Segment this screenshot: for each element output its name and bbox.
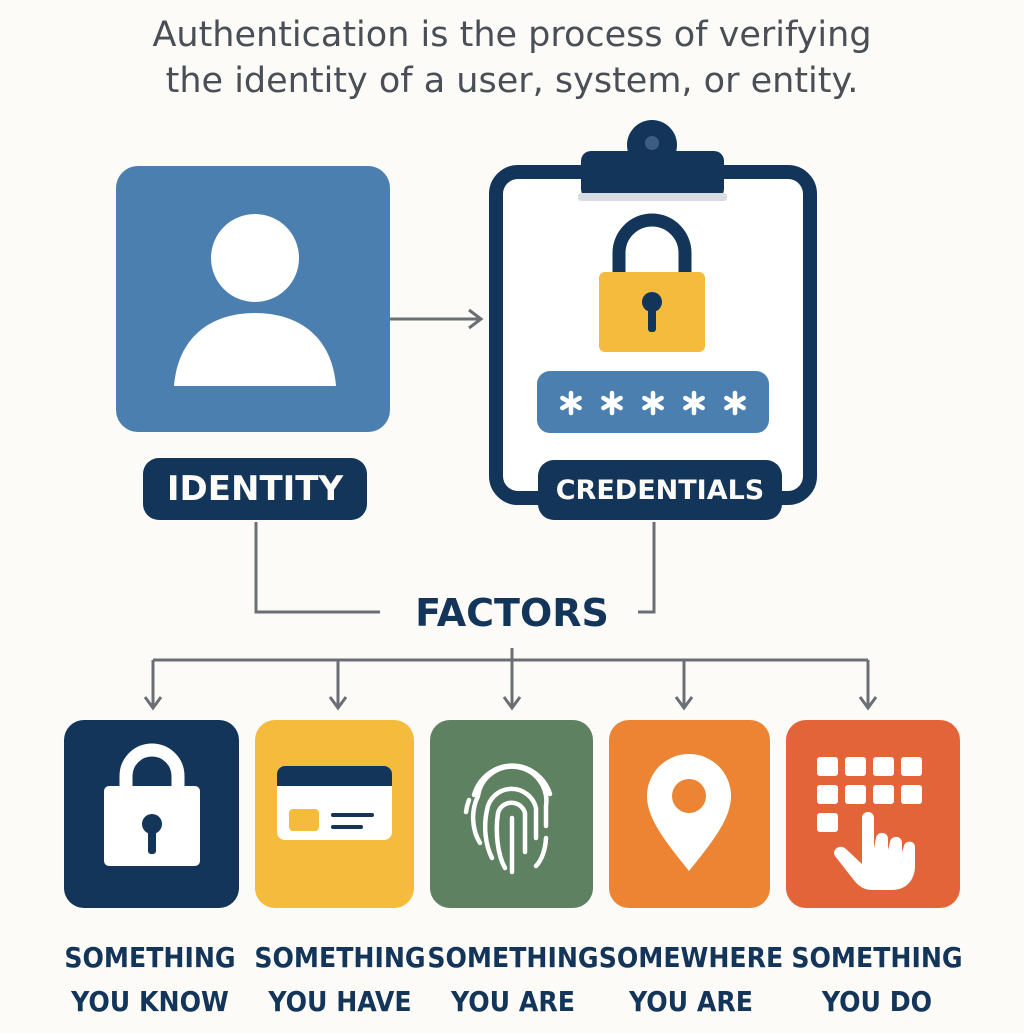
factor-label-line2: YOU KNOW [71, 985, 229, 1018]
identity-label: IDENTITY [143, 458, 367, 520]
down-arrow-icon [858, 660, 878, 711]
keypad-key [873, 785, 894, 804]
padlock-icon [599, 213, 705, 352]
factor-label-line2: YOU ARE [451, 985, 575, 1018]
factor-tile-are [430, 720, 593, 908]
keypad-key [817, 813, 838, 832]
down-arrow-icon [674, 660, 694, 711]
factor-label-line2: YOU HAVE [268, 985, 412, 1018]
factor-label-line2: YOU ARE [629, 985, 753, 1018]
keypad-key [901, 785, 922, 804]
password-star-icon [601, 390, 623, 416]
factor-label-somewhere: SOMEWHERE YOU ARE [596, 936, 786, 1024]
factor-tile-somewhere [609, 720, 770, 908]
keypad-key [817, 757, 838, 776]
factor-label-line1: SOMEWHERE [598, 941, 784, 974]
user-icon [174, 214, 336, 386]
factor-label-are: SOMETHING YOU ARE [418, 936, 608, 1024]
password-field [537, 371, 769, 433]
factor-label-have: SOMETHING YOU HAVE [245, 936, 435, 1024]
down-arrow-icon [328, 660, 348, 711]
down-arrow-icon [143, 660, 163, 711]
identity-card [116, 166, 390, 432]
intro-text: Authentication is the process of verifyi… [0, 12, 1024, 104]
password-star-icon [642, 390, 664, 416]
clipboard-clip [578, 120, 727, 201]
intro-line-2: the identity of a user, system, or entit… [165, 61, 859, 101]
keypad-touch-icon [817, 757, 922, 890]
password-star-icon [724, 390, 746, 416]
padlock-icon [104, 743, 200, 866]
factor-tile-do [786, 720, 960, 908]
intro-line-1: Authentication is the process of verifyi… [152, 15, 872, 55]
factor-label-line2: YOU DO [821, 985, 933, 1018]
down-arrow-icon [502, 660, 522, 711]
location-pin-icon [647, 754, 731, 871]
factor-label-do: SOMETHING YOU DO [782, 936, 972, 1024]
keypad-key [901, 757, 922, 776]
password-star-icon [683, 390, 705, 416]
identity-to-credentials-arrow [390, 308, 484, 330]
factors-distribution-lines [143, 648, 878, 711]
id-card-icon [277, 766, 392, 840]
keypad-key [873, 757, 894, 776]
factor-label-line1: SOMETHING [427, 941, 599, 974]
factor-label-line1: SOMETHING [791, 941, 963, 974]
factor-tile-have [255, 720, 414, 908]
credentials-label: CREDENTIALS [538, 460, 782, 520]
factor-tile-know [64, 720, 239, 908]
factor-label-line1: SOMETHING [254, 941, 426, 974]
keypad-key [845, 785, 866, 804]
fingerprint-icon [463, 763, 553, 875]
password-mask [560, 390, 746, 416]
credentials-clipboard [489, 120, 817, 505]
factor-label-line1: SOMETHING [64, 941, 236, 974]
keypad-key [845, 757, 866, 776]
factors-connector [254, 522, 656, 614]
factor-label-know: SOMETHING YOU KNOW [55, 936, 245, 1024]
keypad-key [817, 785, 838, 804]
password-star-icon [560, 390, 582, 416]
factors-title: FACTORS [415, 591, 609, 635]
